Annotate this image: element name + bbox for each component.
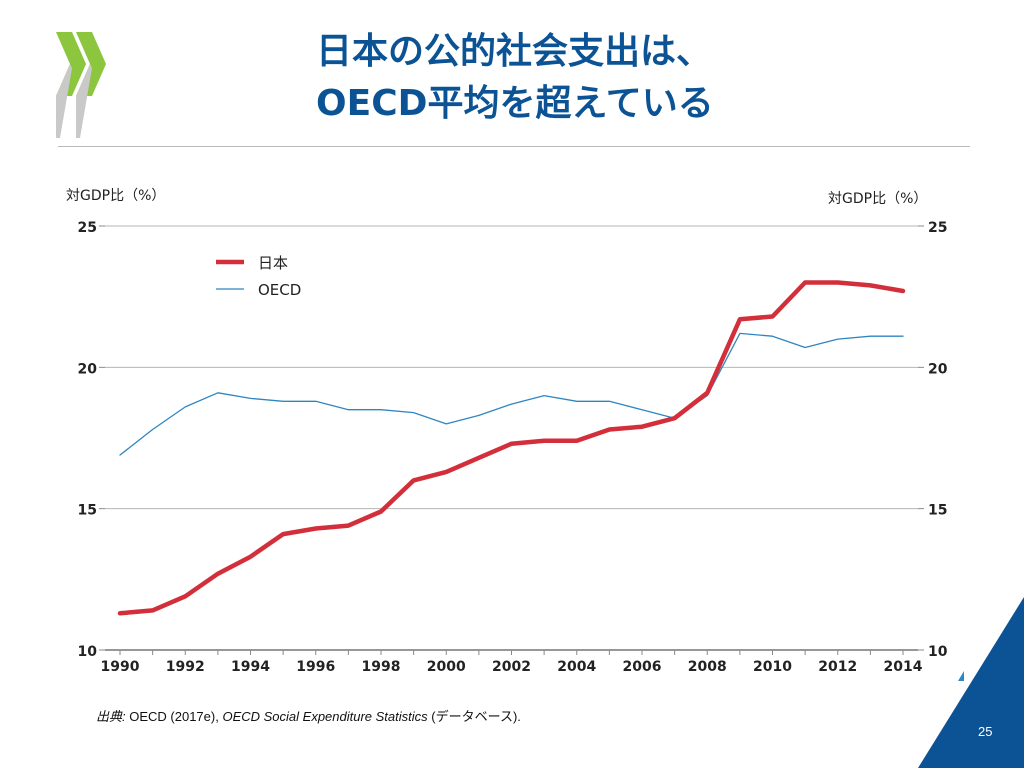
chart-legend: 日本 OECD	[216, 254, 301, 299]
series-line-japan	[117, 280, 906, 616]
source-note: 出典: OECD (2017e), OECD Social Expenditur…	[96, 706, 521, 725]
x-tick-label: 2014	[884, 659, 923, 675]
legend-label-japan: 日本	[258, 254, 288, 272]
title-divider	[58, 146, 970, 147]
x-tick-label: 2008	[688, 659, 727, 675]
x-tick-label: 1990	[101, 659, 140, 675]
chart-series	[117, 280, 906, 616]
x-tick-label: 2010	[753, 659, 792, 675]
y-tick-label-right: 25	[928, 220, 947, 236]
y-axis-label-left: 対GDP比（%）	[66, 188, 165, 204]
x-tick-label: 1992	[166, 659, 205, 675]
x-tick-label: 1998	[362, 659, 401, 675]
source-text-1: OECD (2017e),	[125, 709, 223, 724]
x-tick-label: 2002	[492, 659, 531, 675]
x-tick-label: 1996	[296, 659, 335, 675]
slide-title-line-2: OECD平均を超えている	[316, 83, 714, 124]
x-tick-label: 2000	[427, 659, 466, 675]
y-tick-label-right: 20	[928, 361, 948, 377]
y-tick-label-left: 10	[78, 644, 98, 660]
legend-label-oecd: OECD	[258, 281, 301, 299]
oecd-logo	[56, 32, 106, 138]
y-tick-label-right: 10	[928, 644, 948, 660]
page-number: 25	[978, 724, 993, 739]
y-axis-label-right: 対GDP比（%）	[828, 191, 927, 207]
corner-small-mark	[958, 671, 964, 681]
corner-triangle	[918, 597, 1024, 768]
y-tick-label-left: 20	[78, 361, 98, 377]
logo-chevron-right-shadow	[76, 64, 92, 138]
x-tick-label: 2012	[818, 659, 857, 675]
y-tick-label-left: 15	[78, 503, 97, 519]
source-title: OECD Social Expenditure Statistics	[222, 709, 428, 724]
x-tick-label: 1994	[231, 659, 270, 675]
source-label: 出典:	[96, 709, 126, 724]
series-line-oecd	[119, 332, 904, 456]
x-tick-label: 2006	[623, 659, 662, 675]
slide-title-line-1: 日本の公的社会支出は、	[316, 31, 713, 72]
x-tick-label: 2004	[557, 659, 596, 675]
y-tick-label-left: 25	[78, 220, 97, 236]
logo-chevron-left-shadow	[56, 64, 72, 138]
source-text-2: (データベース).	[427, 709, 521, 724]
slide-title: 日本の公的社会支出は、 OECD平均を超えている	[316, 26, 714, 130]
y-tick-label-right: 15	[928, 503, 947, 519]
